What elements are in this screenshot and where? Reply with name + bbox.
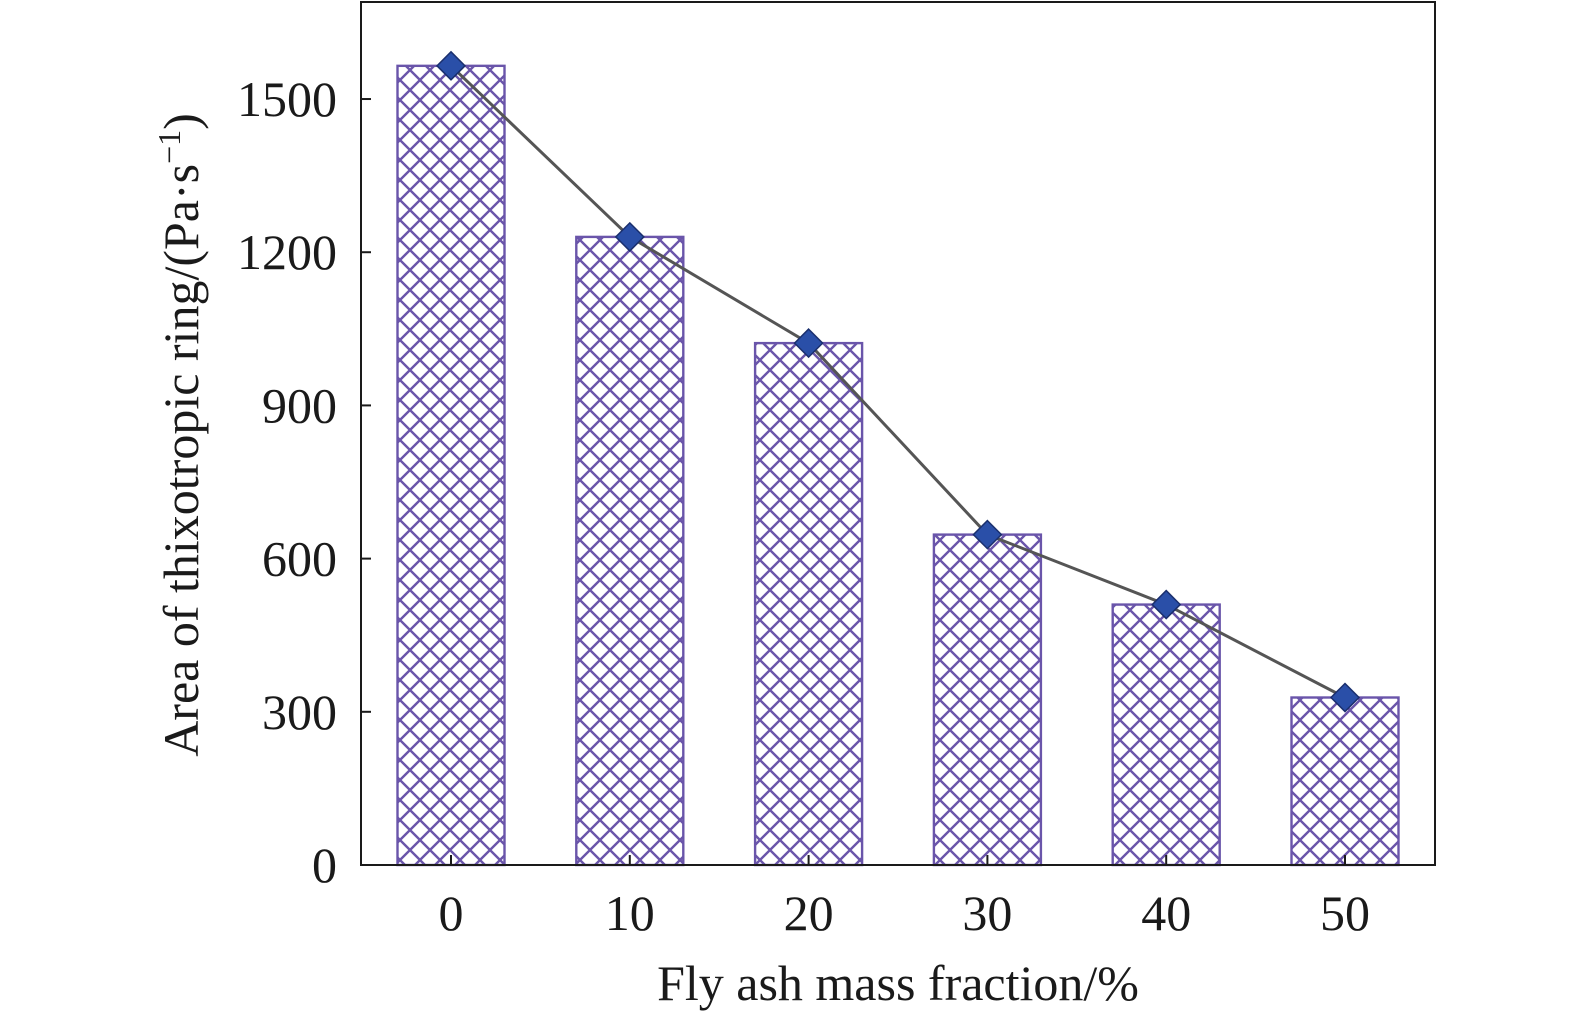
marker-20 (793, 328, 824, 359)
bar-50 (1290, 696, 1400, 867)
x-tick-label-50: 50 (1320, 885, 1370, 941)
bar-20 (753, 341, 864, 867)
y-axis-title: Area of thixotropic ring/(Pa·s−1) (151, 113, 209, 757)
bar-10 (575, 235, 685, 867)
x-tick-label-10: 10 (605, 885, 655, 941)
marker-30 (972, 519, 1003, 550)
x-axis-title: Fly ash mass fraction/% (657, 955, 1139, 1011)
y-tick-label-1500: 1500 (237, 71, 337, 127)
x-tick-label-0: 0 (439, 885, 464, 941)
marker-10 (614, 221, 645, 252)
y-tick-label-1200: 1200 (237, 224, 337, 280)
bars-layer (396, 64, 1400, 867)
plot-frame (360, 1, 1436, 866)
trend-line (449, 64, 1346, 699)
x-tick-label-20: 20 (784, 885, 834, 941)
y-axis-title-close: ) (153, 113, 209, 130)
line-layer (435, 50, 1361, 713)
marker-50 (1329, 682, 1361, 713)
x-tick-label-40: 40 (1141, 885, 1191, 941)
labels-layer: 0 300 600 900 1200 1500 0 10 20 30 40 50 (237, 71, 1370, 941)
x-tick-label-30: 30 (962, 885, 1012, 941)
y-tick-label-600: 600 (262, 531, 337, 587)
axes-layer (360, 1, 1436, 866)
y-axis-title-superscript: −1 (151, 130, 187, 164)
y-tick-label-900: 900 (262, 377, 337, 433)
marker-40 (1151, 589, 1182, 620)
y-tick-label-0: 0 (312, 837, 337, 893)
bar-0 (396, 64, 506, 867)
bar-40 (1111, 603, 1221, 867)
bar-30 (932, 533, 1043, 867)
y-tick-label-300: 300 (262, 684, 337, 740)
ticks-layer (361, 98, 1346, 866)
marker-0 (435, 50, 467, 81)
y-axis-title-main: Area of thixotropic ring/(Pa·s (153, 164, 209, 757)
